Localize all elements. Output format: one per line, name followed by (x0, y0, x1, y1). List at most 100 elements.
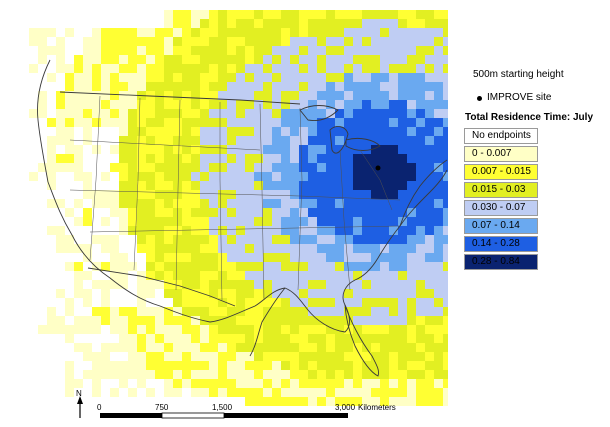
state-lines (69, 95, 401, 301)
residence-cell (236, 172, 245, 181)
residence-cell (317, 55, 326, 64)
residence-cell (29, 64, 38, 73)
residence-cell (344, 154, 353, 163)
state-line (175, 99, 181, 291)
residence-cell (200, 226, 209, 235)
residence-cell (317, 172, 326, 181)
residence-cell (146, 262, 155, 271)
residence-cell (227, 145, 236, 154)
residence-cell (308, 253, 317, 262)
residence-cell (353, 10, 362, 19)
residence-cell (227, 10, 236, 19)
residence-cell (74, 118, 83, 127)
residence-cell (200, 370, 209, 379)
residence-cell (317, 379, 326, 388)
residence-cell (272, 55, 281, 64)
residence-cell (344, 91, 353, 100)
residence-cell (281, 217, 290, 226)
residence-cell (83, 352, 92, 361)
residence-cell (263, 298, 272, 307)
residence-cell (92, 100, 101, 109)
residence-cell (434, 289, 443, 298)
residence-cell (155, 343, 164, 352)
residence-cell (263, 271, 272, 280)
residence-cell (218, 136, 227, 145)
residence-cell (434, 352, 443, 361)
residence-cell (371, 289, 380, 298)
residence-cell (272, 271, 281, 280)
residence-cell (92, 91, 101, 100)
residence-cell (119, 325, 128, 334)
residence-cell (380, 271, 389, 280)
residence-cell (434, 190, 443, 199)
residence-cell (227, 253, 236, 262)
residence-cell (443, 199, 448, 208)
residence-cell (128, 388, 137, 397)
residence-cell (47, 154, 56, 163)
residence-cell (191, 181, 200, 190)
residence-cell (110, 316, 119, 325)
gulf-coast (249, 287, 286, 357)
residence-cell (326, 271, 335, 280)
residence-cell (416, 127, 425, 136)
residence-cell (281, 145, 290, 154)
residence-cell (425, 73, 434, 82)
residence-cell (272, 280, 281, 289)
residence-cell (65, 235, 74, 244)
residence-cell (191, 271, 200, 280)
residence-cell (65, 64, 74, 73)
residence-cell (254, 262, 263, 271)
residence-cell (344, 145, 353, 154)
residence-cell (218, 271, 227, 280)
residence-cell (290, 379, 299, 388)
residence-cell (182, 73, 191, 82)
residence-cell (344, 100, 353, 109)
residence-cell (317, 280, 326, 289)
residence-cell (83, 343, 92, 352)
residence-cell (317, 73, 326, 82)
residence-cell (137, 145, 146, 154)
residence-cell (425, 370, 434, 379)
residence-cell (407, 397, 416, 406)
residence-cell (56, 226, 65, 235)
residence-cell (407, 73, 416, 82)
residence-cell (272, 154, 281, 163)
residence-cell (380, 82, 389, 91)
residence-cell (137, 343, 146, 352)
residence-cell (218, 217, 227, 226)
residence-cell (128, 163, 137, 172)
residence-cell (263, 10, 272, 19)
residence-cell (434, 181, 443, 190)
state-line (299, 195, 401, 201)
residence-cell (326, 217, 335, 226)
residence-cell (164, 64, 173, 73)
residence-cell (380, 55, 389, 64)
residence-cell (299, 244, 308, 253)
residence-cell (146, 199, 155, 208)
residence-cell (29, 37, 38, 46)
residence-cell (407, 334, 416, 343)
residence-cell (101, 118, 110, 127)
residence-cell (236, 208, 245, 217)
residence-cell (74, 172, 83, 181)
residence-cell (191, 28, 200, 37)
residence-cell (218, 343, 227, 352)
residence-cell (83, 253, 92, 262)
residence-cell (236, 46, 245, 55)
residence-cell (263, 37, 272, 46)
residence-cell (443, 343, 448, 352)
residence-cell (407, 208, 416, 217)
residence-cell (263, 226, 272, 235)
residence-cell (236, 19, 245, 28)
residence-cell (200, 235, 209, 244)
residence-cell (146, 28, 155, 37)
residence-cell (164, 163, 173, 172)
residence-cell (209, 91, 218, 100)
residence-cell (380, 370, 389, 379)
residence-cell (335, 325, 344, 334)
residence-cell (371, 100, 380, 109)
residence-cell (281, 280, 290, 289)
residence-cell (398, 235, 407, 244)
residence-cell (380, 208, 389, 217)
residence-cell (227, 325, 236, 334)
